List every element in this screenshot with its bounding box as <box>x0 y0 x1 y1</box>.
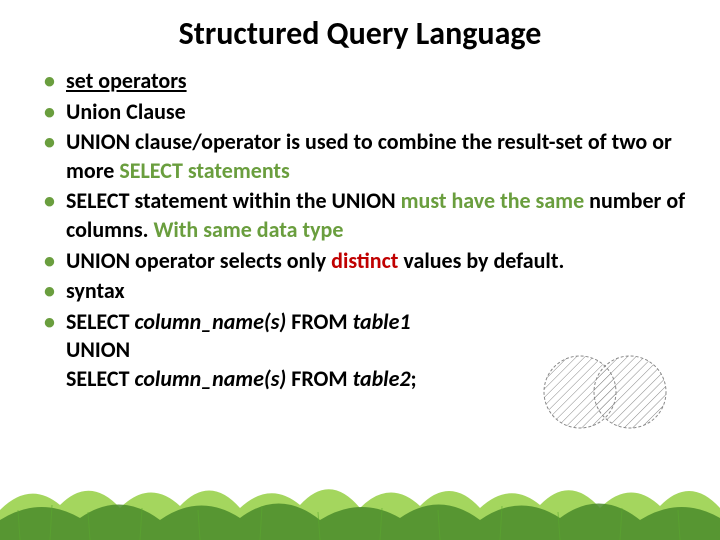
code-keyword: SELECT <box>66 365 134 392</box>
bullet-text: syntax <box>66 277 125 304</box>
bullet-union-clause: Union Clause <box>44 98 690 127</box>
bullet-set-operators: set operators <box>44 67 690 96</box>
code-param: table1 <box>353 308 411 335</box>
bullet-text-part: values by default. <box>403 247 564 274</box>
slide-title: Structured Query Language <box>30 14 690 53</box>
bullet-syntax: syntax <box>44 277 690 306</box>
bullet-text-highlight: With same data type <box>153 216 343 243</box>
code-keyword: FROM <box>291 308 352 335</box>
bullet-text-part: SELECT statement within the UNION <box>66 187 401 214</box>
bullet-distinct: UNION operator selects only distinct val… <box>44 247 690 276</box>
slide-container: Structured Query Language set operators … <box>0 0 720 540</box>
bullet-text: set operators <box>66 67 187 94</box>
venn-diagram-icon <box>530 352 680 432</box>
bullet-union-desc: UNION clause/operator is used to combine… <box>44 128 690 185</box>
code-keyword: SELECT <box>66 308 134 335</box>
code-param: column_name(s) <box>134 365 291 392</box>
code-punct: ; <box>411 365 417 392</box>
code-param: table2 <box>353 365 411 392</box>
code-keyword: FROM <box>291 365 352 392</box>
bullet-list: set operators Union Clause UNION clause/… <box>30 67 690 394</box>
grass-decoration <box>0 460 720 540</box>
code-param: column_name(s) <box>134 308 291 335</box>
bullet-text-highlight: SELECT statements <box>119 157 289 184</box>
bullet-text-highlight: distinct <box>331 247 403 274</box>
bullet-select-columns: SELECT statement within the UNION must h… <box>44 187 690 244</box>
bullet-text-part: UNION operator selects only <box>66 247 331 274</box>
bullet-text-highlight: must have the same <box>401 187 590 214</box>
bullet-text: Union Clause <box>66 98 186 125</box>
